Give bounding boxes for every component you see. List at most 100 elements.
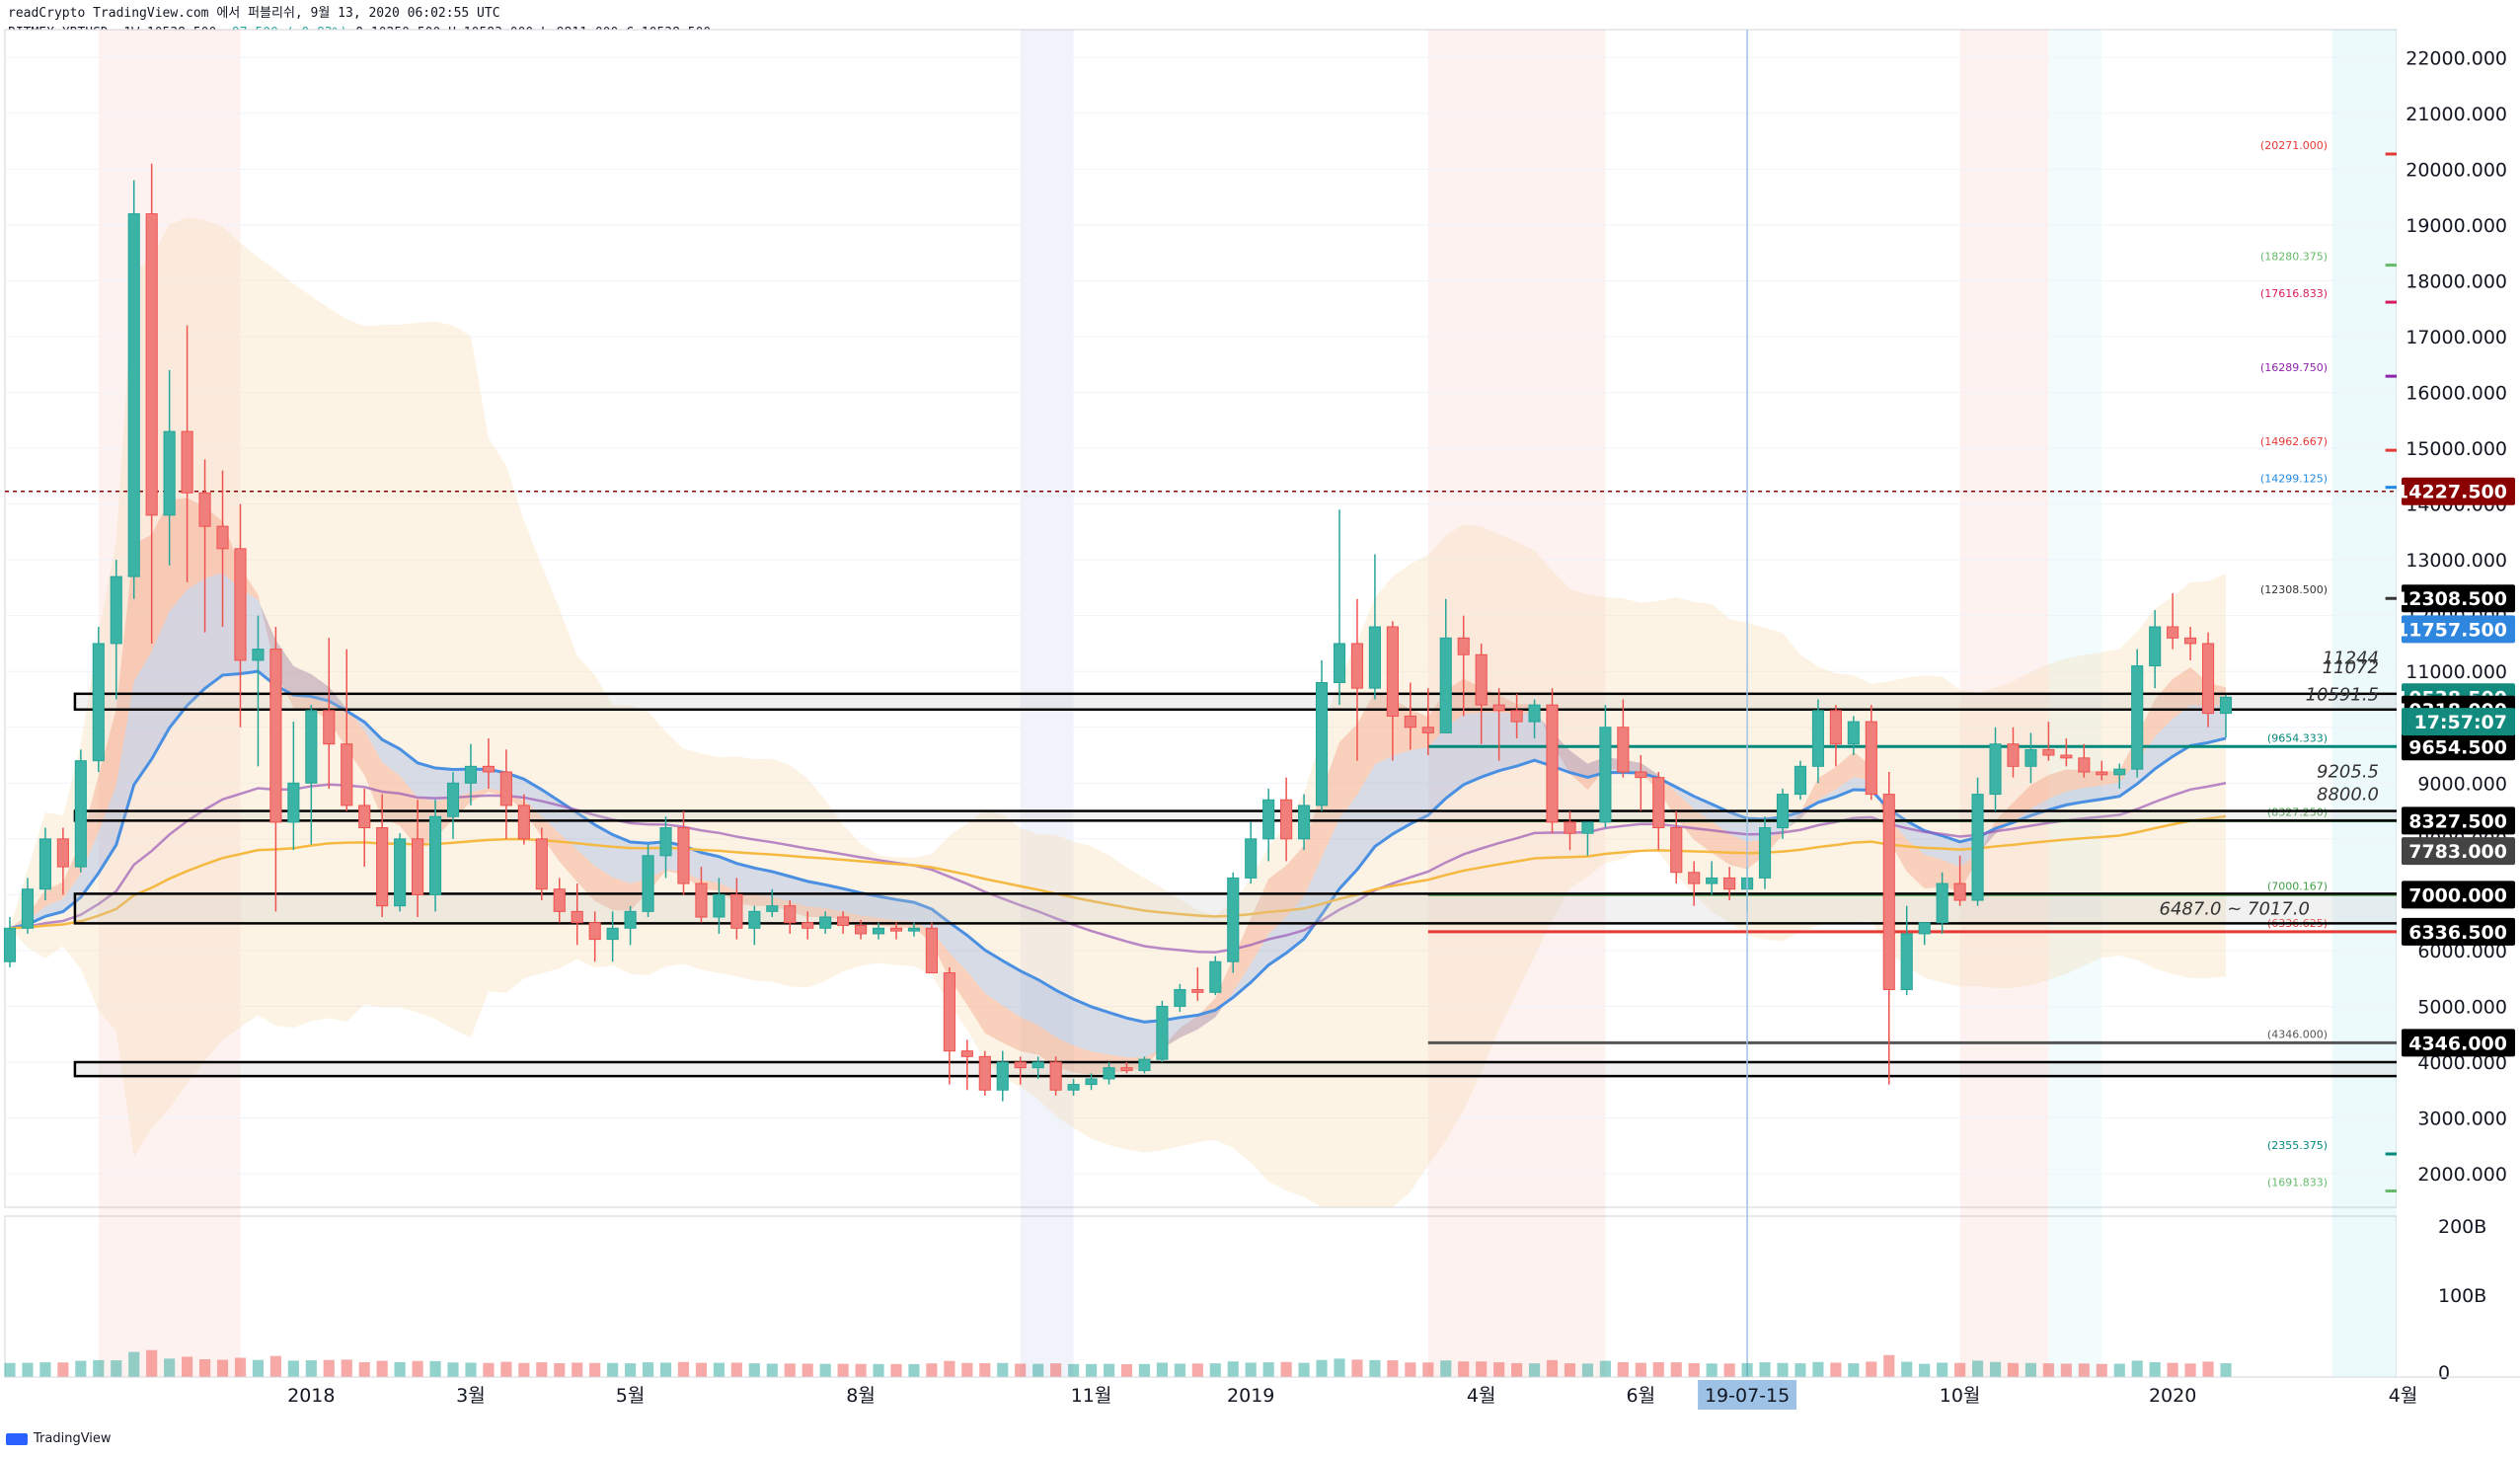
y-tick-label: 4000.000 — [2417, 1052, 2507, 1074]
candle-body — [127, 213, 140, 577]
candle-body — [163, 430, 176, 516]
candle — [74, 749, 87, 873]
candle-body — [1386, 626, 1399, 717]
candle — [56, 827, 69, 895]
zone-label: 6487.0 ~ 7017.0 — [2160, 899, 2311, 920]
x-tick-label: 6월 — [1627, 1385, 1656, 1407]
volume-bar — [1156, 1362, 1168, 1377]
candle — [1670, 810, 1683, 884]
volume-bar — [695, 1362, 708, 1377]
candle — [305, 705, 318, 845]
volume-bar — [465, 1362, 477, 1377]
candle — [1829, 705, 1842, 767]
candle — [925, 922, 938, 974]
candle-body — [571, 910, 583, 924]
volume-bar — [784, 1363, 796, 1377]
x-tick-label: 3월 — [456, 1385, 486, 1407]
candle-body — [92, 643, 105, 762]
volume-bar — [659, 1362, 672, 1377]
candle — [1067, 1078, 1080, 1096]
candle — [1368, 554, 1381, 700]
candle — [1847, 716, 1860, 756]
candle-body — [110, 575, 122, 645]
candle — [2078, 743, 2091, 778]
price-tag: 14227.500 — [2396, 477, 2515, 505]
y-tick-label: 21000.000 — [2405, 104, 2507, 125]
candle — [145, 163, 158, 644]
price-tag-bg — [2402, 732, 2515, 761]
price-tag-label: 12308.500 — [2396, 588, 2507, 610]
candle-body — [553, 888, 566, 912]
candle-body — [1528, 704, 1541, 723]
volume-bar — [4, 1362, 16, 1377]
candle-body — [305, 710, 318, 784]
candle — [1085, 1073, 1098, 1091]
y-tick-label: 13000.000 — [2405, 550, 2507, 572]
price-tag: 11757.500 — [2396, 615, 2515, 644]
candle-body — [252, 649, 265, 661]
candle-body — [2184, 637, 2197, 645]
y-tick-label: 3000.000 — [2417, 1109, 2507, 1130]
countdown-bg — [2402, 708, 2515, 736]
candle-body — [1085, 1078, 1098, 1086]
candle — [571, 883, 583, 946]
volume-bar — [1635, 1362, 1646, 1377]
candle — [2184, 626, 2197, 660]
candle-body — [1953, 882, 1966, 901]
candle — [1617, 699, 1630, 778]
volume-bar — [483, 1362, 495, 1377]
candle-body — [517, 805, 530, 840]
volume-bar — [182, 1356, 193, 1377]
candle-body — [38, 838, 51, 890]
candle — [1103, 1061, 1115, 1085]
volume-bar — [447, 1362, 459, 1377]
candle-body — [624, 910, 637, 929]
y-tick-label: 20000.000 — [2405, 159, 2507, 181]
candle-body — [2149, 626, 2162, 667]
candle — [819, 911, 832, 934]
candle-body — [2131, 665, 2144, 770]
candle — [181, 325, 193, 582]
support-zone-box — [73, 1060, 2520, 1078]
candle — [1049, 1056, 1062, 1096]
candle — [1439, 598, 1452, 733]
highlight-band — [1959, 30, 2049, 1377]
ema-ribbon — [10, 498, 2226, 1075]
volume-bar — [1670, 1362, 1682, 1377]
candle — [2201, 632, 2215, 728]
candle — [198, 459, 211, 633]
candle-body — [960, 1050, 973, 1057]
candle-body — [819, 916, 832, 929]
candle — [2113, 763, 2126, 789]
candle — [1882, 771, 1895, 1085]
candle — [1298, 794, 1311, 851]
candle-body — [943, 972, 955, 1052]
price-tag: 4346.000 — [2402, 1029, 2515, 1057]
fib-level-label: (9654.333) — [2267, 731, 2328, 744]
volume-bar — [2220, 1362, 2232, 1377]
volume-bar — [677, 1361, 690, 1377]
volume-bar — [2042, 1363, 2054, 1377]
volume-bar — [979, 1362, 991, 1377]
volume-bar — [1280, 1361, 1292, 1377]
candle — [1546, 688, 1559, 834]
fib-level-label: (1691.833) — [2267, 1176, 2328, 1189]
x-tick-label: 5월 — [616, 1385, 646, 1407]
candle-body — [482, 765, 495, 773]
volume-bar — [1458, 1361, 1470, 1377]
candle-body — [907, 927, 921, 932]
volume-bar — [607, 1362, 619, 1377]
candle-body — [766, 905, 779, 912]
candle-body — [499, 771, 512, 806]
volume-bar — [748, 1363, 760, 1377]
candle-body — [1758, 827, 1772, 879]
candle-body — [287, 782, 300, 823]
candle-body — [1564, 821, 1576, 834]
volume-bar — [1050, 1363, 1062, 1377]
candle — [713, 878, 725, 934]
candle — [1918, 922, 1931, 946]
candle — [907, 922, 921, 937]
volume-bar — [1068, 1363, 1080, 1377]
volume-bar — [1209, 1363, 1221, 1377]
